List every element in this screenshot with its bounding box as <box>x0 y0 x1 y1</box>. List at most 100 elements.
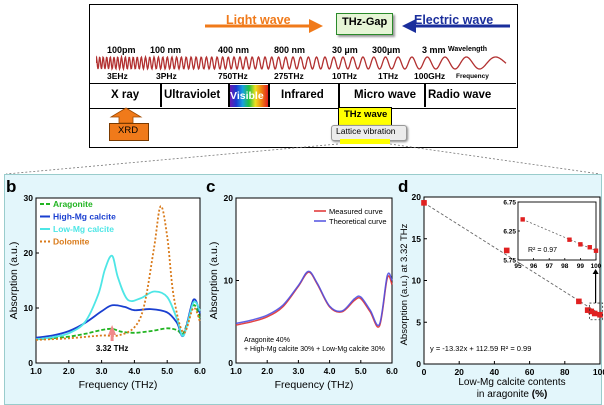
panel-a: a Light wave THz-Gap Electric wave 100pm… <box>0 0 604 160</box>
chart-d-inset-x-tick-label: 98 <box>561 263 569 270</box>
thz-gap-box <box>336 13 393 35</box>
chart-c-x-tick-label: 6.0 <box>386 366 398 376</box>
chart-d-inset-y-tick-label: 6.75 <box>503 200 516 207</box>
chart-d-xlabel-unit: (%) <box>532 389 548 400</box>
chart-c-xlabel: Frequency (THz) <box>275 379 354 391</box>
xrd-up-arrow <box>109 107 143 123</box>
wave-graphic <box>96 55 507 71</box>
chart-b-y-tick-label: 30 <box>24 193 34 203</box>
xrd-label: XRD <box>118 125 139 136</box>
chart-d-inset-x-tick-label: 100 <box>591 263 602 270</box>
chart-d-x-tick-label: 60 <box>525 367 535 377</box>
chart-b-legend-label: Dolomite <box>53 237 90 247</box>
chart-d-x-tick-label: 100 <box>593 367 604 377</box>
lattice-vibration-label: Lattice vibration <box>336 126 396 136</box>
electric-wave-arrow <box>402 19 510 33</box>
light-wave-label: Light wave <box>226 13 291 27</box>
chart-c-plot-area <box>235 197 393 364</box>
chart-c-y-tick-label: 0 <box>228 358 233 368</box>
chart-d-point <box>591 310 598 317</box>
chart-b-annotation: 3.32 THz <box>96 344 128 353</box>
chart-d-equation: y = -13.32x + 112.59 R² = 0.99 <box>430 344 531 353</box>
chart-d-inset-area <box>517 201 597 261</box>
chart-c-legend-label: Measured curve <box>329 207 383 216</box>
band-ultraviolet: Ultraviolet <box>164 89 221 101</box>
chart-c-x-tick-label: 1.0 <box>230 366 242 376</box>
chart-d-point <box>584 307 591 313</box>
thz-yellow-strip <box>340 139 390 144</box>
wl-100nm: 100 nm <box>150 45 182 55</box>
chart-d-xlabel-line2: in aragonite (%) <box>477 389 548 400</box>
chart-d-inset-point <box>593 248 599 253</box>
chart-b-x-tick-label: 5.0 <box>161 366 173 376</box>
chart-d-y-tick-label: 5 <box>416 317 421 327</box>
chart-b-legend-label: Low-Mg calcite <box>53 224 114 234</box>
chart-b-xlabel: Frequency (THz) <box>79 379 158 391</box>
wl-800nm: 800 nm <box>274 45 306 55</box>
wl-400nm: 400 nm <box>218 45 250 55</box>
freq-10thz: 10THz <box>332 71 358 81</box>
chart-d-inset-point <box>520 217 525 222</box>
freq-100ghz: 100GHz <box>414 71 446 81</box>
chart-d-inset-x-tick-label: 95 <box>514 263 522 270</box>
chart-c-x-tick-label: 2.0 <box>261 366 273 376</box>
band-divider <box>424 84 426 107</box>
chart-b-x-tick-label: 2.0 <box>63 366 75 376</box>
band-divider <box>228 84 230 107</box>
chart-c-annotation-line2: + High-Mg calcite 30% + Low-Mg calcite 3… <box>244 346 385 353</box>
chart-d-inset-y-tick-label: 5.75 <box>503 258 516 265</box>
band-microwave: Micro wave <box>354 89 416 101</box>
band-row <box>89 83 516 109</box>
thz-gap-label: THz-Gap <box>342 16 388 28</box>
chart-d-point <box>421 200 427 206</box>
chart-b-x-tick-label: 6.0 <box>194 366 206 376</box>
chart-c-series-theoretical-curve <box>235 270 393 327</box>
chart-d-xlabel-line1: Low-Mg calcite contents <box>458 377 565 388</box>
chart-b-x-tick-label: 4.0 <box>128 366 140 376</box>
chart-d-point <box>503 247 510 254</box>
chart-d-inset-y-tick-label: 6.25 <box>503 229 516 236</box>
band-divider <box>268 84 270 107</box>
chart-d-zoom-arrowhead <box>592 269 599 274</box>
chart-d-y-tick-label: 20 <box>412 192 422 202</box>
panel-label-d: d <box>398 177 409 196</box>
freq-750thz: 750THz <box>218 71 248 81</box>
chart-b-annotation-arrow-shaft <box>110 335 114 341</box>
xrd-box <box>109 123 149 141</box>
thz-wave-label: THz wave <box>344 109 388 120</box>
chart-d-x-tick-label: 80 <box>560 367 570 377</box>
chart-c-x-tick-label: 4.0 <box>324 366 336 376</box>
chart-d-inset-point <box>578 242 583 247</box>
chart-b-x-tick-label: 1.0 <box>30 366 42 376</box>
chart-d-y-tick-label: 10 <box>412 276 422 286</box>
spectrum-frame <box>89 4 518 148</box>
freq-275thz: 275THz <box>274 71 304 81</box>
chart-b-x-tick-label: 3.0 <box>96 366 108 376</box>
chart-d-inset-point <box>587 245 592 250</box>
chart-d-inset-point <box>567 237 572 242</box>
chart-d-inset-x-tick-label: 99 <box>577 263 585 270</box>
chart-b-ylabel: Absorption (a.u.) <box>8 242 20 320</box>
chart-c-y-tick-label: 10 <box>224 276 234 286</box>
panel-label-b: b <box>6 177 17 196</box>
wl-300um: 300µm <box>372 45 401 55</box>
chart-d-inset-x-tick-label: 97 <box>546 263 554 270</box>
chart-d-inset-fit-line <box>522 219 597 252</box>
freq-3phz: 3PHz <box>156 71 177 81</box>
chart-b-y-tick-label: 0 <box>28 358 33 368</box>
freq-3ehz: 3EHz <box>107 71 128 81</box>
band-visible: Visible <box>230 90 264 102</box>
frequency-label: Frequency <box>456 73 489 80</box>
chart-c-annotation-line1: Aragonite 40% <box>244 337 290 344</box>
chart-d-y-tick-label: 15 <box>412 234 422 244</box>
band-xray: X ray <box>111 89 140 101</box>
chart-c-x-tick-label: 5.0 <box>355 366 367 376</box>
chart-b: 1.0 2.0 3.0 4.0 5.0 6.0 0 10 20 30 Aragonite High-M… <box>8 193 206 391</box>
chart-b-y-tick-label: 10 <box>24 303 34 313</box>
chart-d-inset-x-tick-label: 96 <box>530 263 538 270</box>
chart-b-series-dolomite <box>35 205 201 341</box>
band-divider <box>338 84 340 107</box>
band-divider <box>160 84 162 107</box>
wl-100pm: 100pm <box>107 45 136 55</box>
